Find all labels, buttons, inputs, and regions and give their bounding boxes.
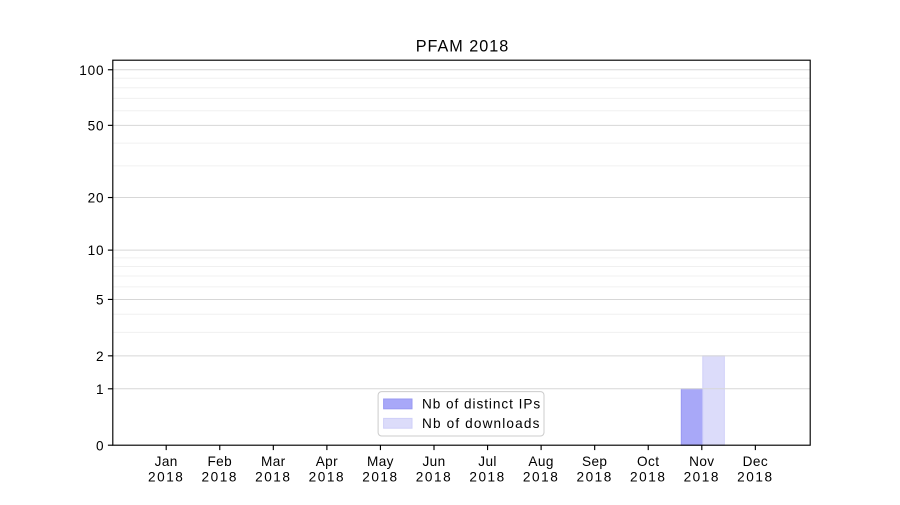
svg-text:1: 1 [96,382,104,397]
svg-text:2018: 2018 [737,470,773,485]
svg-text:PFAM 2018: PFAM 2018 [416,37,510,55]
svg-text:20: 20 [88,191,105,206]
svg-text:10: 10 [88,243,105,258]
svg-text:Apr: Apr [316,454,338,469]
svg-text:2018: 2018 [684,470,720,485]
svg-text:Dec: Dec [743,454,768,469]
svg-text:2018: 2018 [416,470,452,485]
svg-text:Jun: Jun [422,454,445,469]
svg-text:2: 2 [96,349,104,364]
svg-text:Nb of distinct IPs: Nb of distinct IPs [422,397,541,412]
svg-text:5: 5 [96,293,104,308]
svg-text:Oct: Oct [637,454,659,469]
svg-text:2018: 2018 [202,470,238,485]
svg-text:2018: 2018 [630,470,666,485]
svg-text:0: 0 [96,438,104,453]
svg-text:2018: 2018 [576,470,612,485]
svg-text:Aug: Aug [528,454,553,469]
svg-text:May: May [367,454,394,469]
svg-text:Nb of downloads: Nb of downloads [422,416,541,431]
svg-text:Feb: Feb [207,454,232,469]
svg-text:Sep: Sep [582,454,607,469]
svg-text:Mar: Mar [261,454,286,469]
svg-text:2018: 2018 [523,470,559,485]
svg-text:100: 100 [79,63,104,78]
svg-text:2018: 2018 [148,470,184,485]
svg-text:2018: 2018 [469,470,505,485]
svg-text:Jul: Jul [478,454,497,469]
svg-text:Nov: Nov [689,454,714,469]
svg-text:50: 50 [88,118,105,133]
svg-text:Jan: Jan [155,454,178,469]
svg-text:2018: 2018 [309,470,345,485]
svg-text:2018: 2018 [362,470,398,485]
svg-text:2018: 2018 [255,470,291,485]
